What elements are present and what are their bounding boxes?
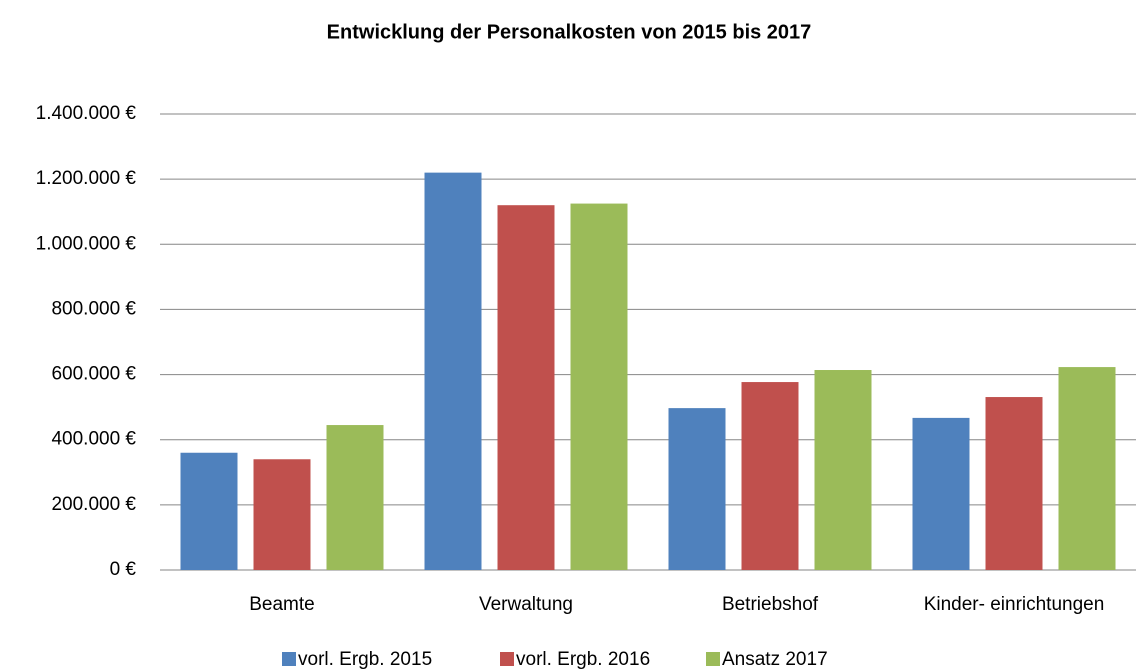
- bar: [180, 452, 238, 570]
- legend-swatch: [706, 652, 720, 666]
- legend-swatch: [282, 652, 296, 666]
- bar: [326, 425, 384, 570]
- y-tick-label: 400.000 €: [51, 429, 136, 450]
- y-tick-label: 800.000 €: [51, 298, 136, 319]
- bar: [814, 370, 872, 570]
- bar: [668, 408, 726, 570]
- x-tick-label: Verwaltung: [479, 594, 573, 615]
- legend-label: vorl. Ergb. 2016: [516, 649, 650, 670]
- bar: [253, 459, 311, 570]
- y-tick-label: 1.000.000 €: [36, 233, 137, 254]
- x-tick-label: Kinder- einrichtungen: [924, 594, 1105, 615]
- bar: [570, 203, 628, 571]
- y-tick-label: 1.400.000 €: [36, 103, 137, 124]
- y-tick-label: 600.000 €: [51, 364, 136, 385]
- bar: [424, 172, 482, 570]
- x-tick-label: Beamte: [249, 594, 314, 615]
- y-tick-label: 200.000 €: [51, 494, 136, 515]
- x-tick-label: Betriebshof: [722, 594, 819, 615]
- legend-label: vorl. Ergb. 2015: [298, 649, 432, 670]
- bar: [985, 397, 1043, 570]
- bar: [1058, 367, 1116, 570]
- chart-title: Entwicklung der Personalkosten von 2015 …: [327, 21, 812, 43]
- legend-swatch: [500, 652, 514, 666]
- bar: [497, 205, 555, 570]
- bar: [912, 417, 970, 570]
- legend-label: Ansatz 2017: [722, 649, 828, 670]
- y-tick-label: 0 €: [110, 559, 137, 580]
- bar: [741, 382, 799, 570]
- y-tick-label: 1.200.000 €: [36, 168, 137, 189]
